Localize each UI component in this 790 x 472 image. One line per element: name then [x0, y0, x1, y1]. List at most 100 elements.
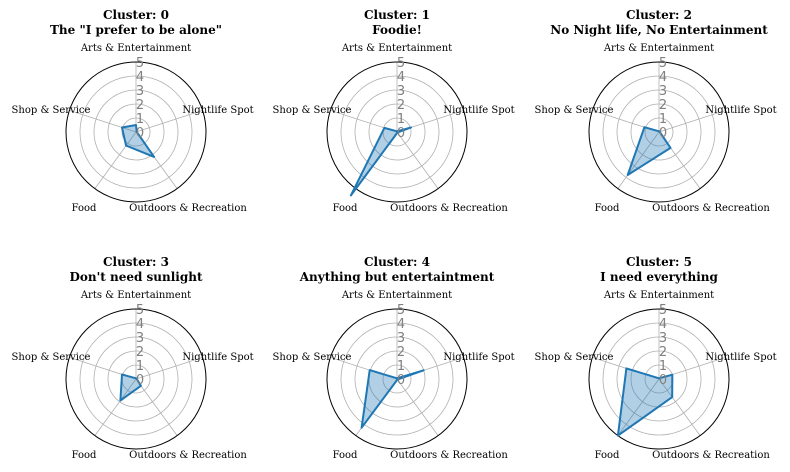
category-label: Shop & Service: [273, 352, 352, 363]
series-area: [616, 367, 674, 437]
outer-frame: [326, 308, 468, 450]
chart-title-line2: No Night life, No Entertainment: [550, 23, 768, 37]
radial-tick-label: 1: [659, 112, 667, 127]
spoke-2: [658, 378, 701, 436]
series-area: [119, 373, 142, 402]
category-label: Arts & Entertainment: [341, 43, 452, 54]
chart-title-line2: The "I prefer to be alone": [50, 23, 222, 37]
radial-tick-label: 3: [136, 84, 144, 99]
chart-title-line1: Cluster: 3: [103, 255, 169, 269]
chart-title-line2: I need everything: [600, 270, 718, 284]
radial-tick-label: 0: [397, 126, 405, 141]
radial-tick-label: 4: [136, 70, 144, 85]
radial-tick-label: 4: [397, 70, 405, 85]
spoke-2: [135, 378, 178, 436]
category-label: Arts & Entertainment: [603, 43, 714, 54]
radial-tick-label: 5: [397, 303, 405, 318]
category-label: Arts & Entertainment: [341, 290, 452, 301]
category-label: Nightlife Spot: [443, 352, 514, 363]
radial-tick-label: 0: [659, 373, 667, 388]
series-area: [360, 369, 425, 429]
radial-tick-label: 5: [397, 56, 405, 71]
radial-tick-label: 1: [397, 359, 405, 374]
category-label: Food: [72, 450, 97, 461]
category-label: Food: [333, 203, 358, 214]
outer-frame: [588, 61, 730, 203]
category-label: Shop & Service: [535, 105, 614, 116]
chart-title-line1: Cluster: 1: [364, 8, 430, 22]
category-label: Food: [333, 450, 358, 461]
category-label: Arts & Entertainment: [603, 290, 714, 301]
radial-tick-label: 2: [397, 98, 405, 113]
chart-title-line2: Anything but entertaintment: [299, 270, 495, 284]
radial-tick-label: 2: [397, 345, 405, 360]
radial-tick-label: 4: [659, 70, 667, 85]
chart-title-line1: Cluster: 4: [364, 255, 430, 269]
spoke-1: [135, 356, 203, 380]
radial-tick-label: 1: [136, 359, 144, 374]
category-label: Nightlife Spot: [182, 352, 253, 363]
radial-tick-label: 4: [397, 317, 405, 332]
radial-tick-label: 2: [136, 98, 144, 113]
radial-tick-label: 5: [659, 303, 667, 318]
category-label: Nightlife Spot: [182, 105, 253, 116]
chart-title-line1: Cluster: 2: [626, 8, 692, 22]
outer-frame: [65, 61, 207, 203]
category-label: Arts & Entertainment: [80, 43, 191, 54]
radial-tick-label: 3: [659, 331, 667, 346]
spoke-4: [69, 109, 137, 133]
spoke-2: [396, 378, 439, 436]
category-label: Food: [595, 450, 620, 461]
radial-tick-label: 1: [397, 112, 405, 127]
radial-tick-label: 1: [136, 112, 144, 127]
chart-title-line1: Cluster: 5: [626, 255, 692, 269]
spoke-1: [658, 109, 726, 133]
radial-tick-label: 2: [659, 345, 667, 360]
category-label: Shop & Service: [273, 105, 352, 116]
outer-frame: [326, 61, 468, 203]
radial-tick-label: 3: [659, 84, 667, 99]
radial-tick-label: 4: [659, 317, 667, 332]
radial-tick-label: 0: [397, 373, 405, 388]
category-label: Shop & Service: [535, 352, 614, 363]
spoke-3: [94, 131, 137, 189]
spoke-2: [396, 131, 439, 189]
radial-tick-label: 0: [136, 373, 144, 388]
category-label: Outdoors & Recreation: [390, 450, 508, 461]
category-label: Food: [72, 203, 97, 214]
spoke-3: [617, 131, 660, 189]
radial-tick-label: 5: [136, 303, 144, 318]
radial-tick-label: 5: [136, 56, 144, 71]
category-label: Food: [595, 203, 620, 214]
radar-panel-2: Cluster: 2No Night life, No Entertainmen…: [535, 8, 777, 214]
series-area: [121, 124, 156, 158]
radial-tick-label: 0: [659, 126, 667, 141]
outer-frame: [588, 308, 730, 450]
category-label: Outdoors & Recreation: [652, 450, 770, 461]
chart-title-line1: Cluster: 0: [103, 8, 169, 22]
radial-tick-label: 2: [659, 98, 667, 113]
chart-title-line2: Foodie!: [372, 23, 422, 37]
category-label: Outdoors & Recreation: [129, 450, 247, 461]
spoke-3: [94, 378, 137, 436]
radial-tick-label: 3: [136, 331, 144, 346]
category-label: Outdoors & Recreation: [652, 203, 770, 214]
category-label: Nightlife Spot: [705, 105, 776, 116]
radial-tick-label: 2: [136, 345, 144, 360]
radial-tick-label: 4: [136, 317, 144, 332]
chart-title-line2: Don't need sunlight: [69, 270, 203, 284]
series-area: [349, 126, 412, 197]
spoke-3: [617, 378, 660, 436]
outer-frame: [65, 308, 207, 450]
radial-tick-label: 3: [397, 84, 405, 99]
spoke-1: [135, 109, 203, 133]
category-label: Shop & Service: [12, 105, 91, 116]
category-label: Nightlife Spot: [705, 352, 776, 363]
radial-tick-label: 3: [397, 331, 405, 346]
